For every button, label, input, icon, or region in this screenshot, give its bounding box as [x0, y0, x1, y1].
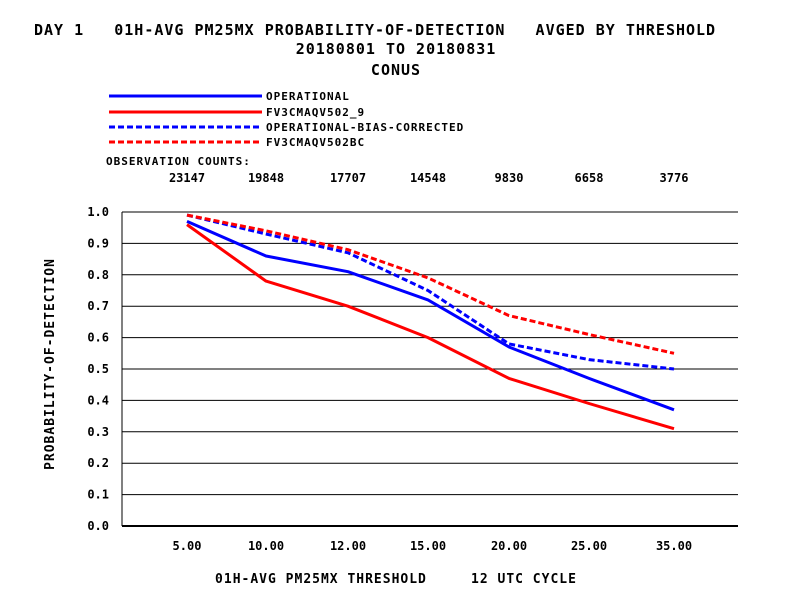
observation-counts-label: OBSERVATION COUNTS:	[106, 155, 251, 168]
observation-count: 9830	[495, 171, 524, 185]
y-tick-label: 0.4	[87, 393, 109, 407]
series-line-0	[186, 220, 675, 412]
y-axis-title: PROBABILITY-OF-DETECTION	[43, 258, 58, 470]
series-line-2	[186, 213, 675, 371]
y-tick-label: 0.9	[87, 236, 109, 250]
x-tick-label: 35.00	[656, 539, 692, 553]
x-tick-label: 15.00	[410, 539, 446, 553]
observation-count: 23147	[169, 171, 205, 185]
observation-count: 14548	[410, 171, 446, 185]
x-tick-label: 20.00	[491, 539, 527, 553]
y-tick-label: 1.0	[87, 205, 109, 219]
y-tick-label: 0.3	[87, 425, 109, 439]
observation-count: 6658	[575, 171, 604, 185]
series-line-1	[186, 223, 675, 431]
legend-label: OPERATIONAL-BIAS-CORRECTED	[266, 121, 464, 134]
legend-label: FV3CMAQV502BC	[266, 136, 365, 149]
y-tick-label: 0.0	[87, 519, 109, 533]
observation-count: 17707	[330, 171, 366, 185]
y-tick-label: 0.2	[87, 456, 109, 470]
y-tick-label: 0.6	[87, 331, 109, 345]
observation-count: 3776	[660, 171, 689, 185]
y-tick-label: 0.8	[87, 268, 109, 282]
series-line-3	[186, 213, 675, 355]
chart-region: CONUS	[370, 61, 422, 79]
y-tick-label: 0.5	[87, 362, 109, 376]
x-tick-label: 25.00	[571, 539, 607, 553]
legend-label: OPERATIONAL	[266, 90, 350, 103]
x-axis-title: 01H-AVG PM25MX THRESHOLD 12 UTC CYCLE	[215, 572, 577, 587]
x-tick-label: 10.00	[248, 539, 284, 553]
observation-count: 19848	[248, 171, 284, 185]
chart-date-range: 20180801 TO 20180831	[295, 40, 497, 58]
chart-title: DAY 1 01H-AVG PM25MX PROBABILITY-OF-DETE…	[34, 21, 717, 39]
x-tick-label: 12.00	[330, 539, 366, 553]
y-tick-label: 0.1	[87, 488, 109, 502]
y-tick-label: 0.7	[87, 299, 109, 313]
legend-label: FV3CMAQV502_9	[266, 106, 365, 119]
x-tick-label: 5.00	[173, 539, 202, 553]
